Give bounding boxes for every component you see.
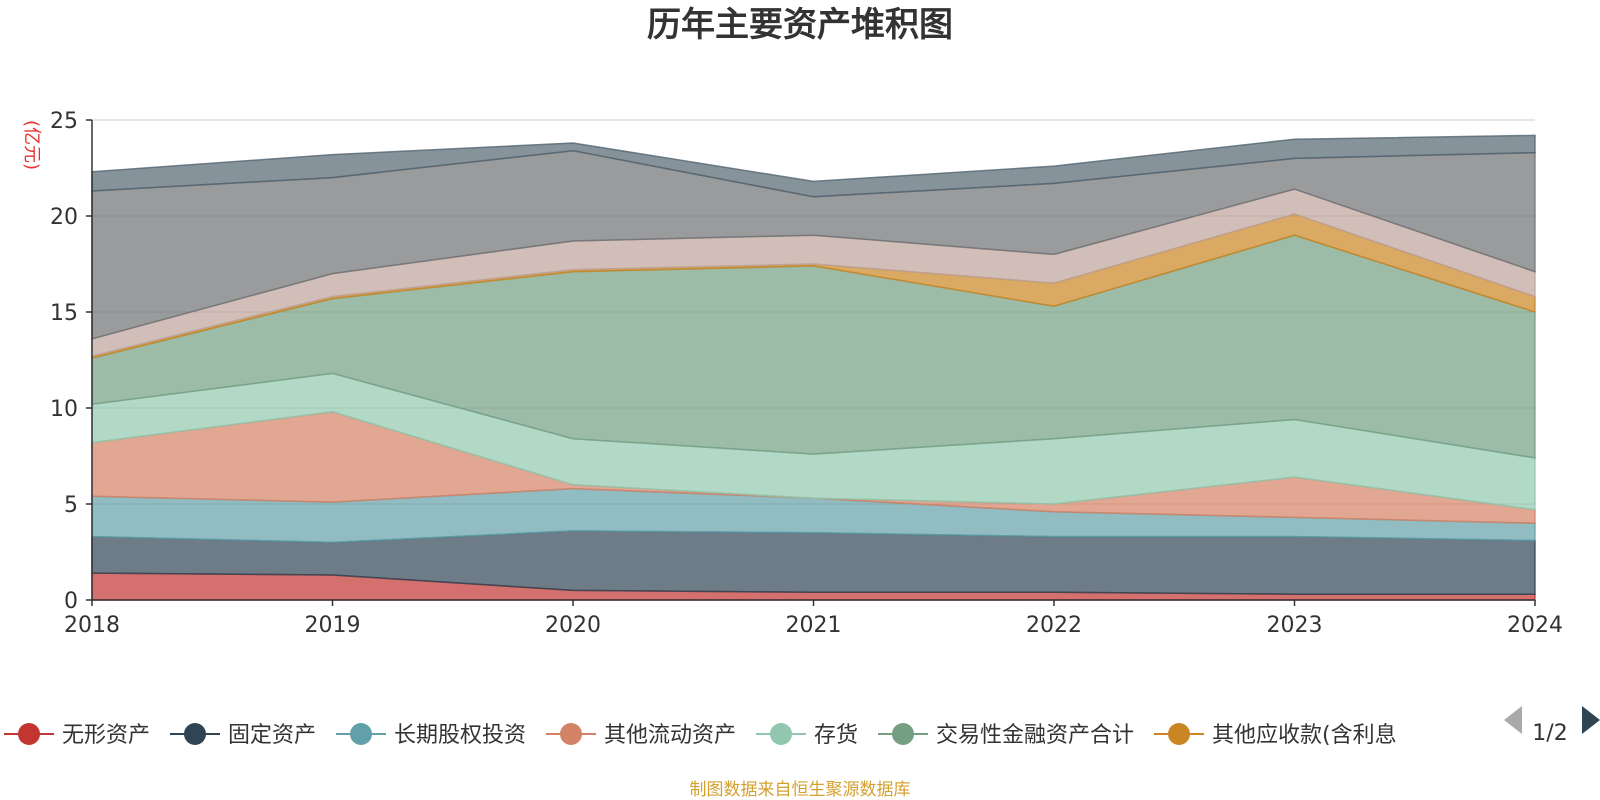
legend-label: 无形资产 — [62, 723, 150, 748]
x-tick-label: 2019 — [305, 613, 361, 638]
legend-marker-icon — [18, 723, 40, 745]
legend-marker-icon — [560, 723, 582, 745]
legend-marker-icon — [1168, 723, 1190, 745]
legend-item[interactable]: 其他流动资产 — [546, 723, 736, 748]
legend-marker-icon — [892, 723, 914, 745]
legend-marker-icon — [350, 723, 372, 745]
legend-item[interactable]: 长期股权投资 — [336, 723, 526, 748]
legend-item[interactable]: 存货 — [756, 723, 858, 748]
x-tick-label: 2020 — [545, 613, 601, 638]
legend-label: 交易性金融资产合计 — [936, 723, 1134, 748]
x-tick-label: 2024 — [1507, 613, 1563, 638]
legend-next-page-icon[interactable] — [1582, 706, 1600, 734]
y-tick-label: 20 — [50, 205, 78, 230]
legend-marker-icon — [770, 723, 792, 745]
legend-label: 存货 — [814, 723, 858, 748]
legend-item[interactable]: 固定资产 — [170, 723, 316, 748]
legend-label: 其他应收款(含利息 — [1212, 723, 1397, 748]
y-tick-label: 15 — [50, 301, 78, 326]
legend-marker-icon — [184, 723, 206, 745]
data-source-note: 制图数据来自恒生聚源数据库 — [690, 780, 911, 800]
legend-prev-page-icon[interactable] — [1504, 706, 1522, 734]
legend-label: 长期股权投资 — [394, 723, 526, 748]
y-tick-label: 25 — [50, 109, 78, 134]
y-tick-label: 0 — [64, 589, 78, 614]
chart-title: 历年主要资产堆积图 — [647, 5, 953, 45]
legend-item[interactable]: 无形资产 — [4, 723, 150, 748]
y-axis-unit: (亿元) — [21, 120, 42, 170]
legend: 无形资产 固定资产 长期股权投资 其他流动资产 存货 交易性金融资产合计 其他应收款(含利息 — [4, 723, 1397, 748]
x-tick-label: 2021 — [786, 613, 842, 638]
axes: 0 5 10 15 20 25 2018 2019 2020 2021 2022 2023 2024 — [50, 109, 1563, 638]
legend-item[interactable]: 其他应收款(含利息 — [1154, 723, 1397, 748]
y-tick-label: 5 — [64, 493, 78, 518]
legend-label: 固定资产 — [228, 723, 316, 748]
area-series-9 — [91, 134, 1536, 198]
legend-page-indicator: 1/2 — [1532, 721, 1567, 746]
x-tick-label: 2023 — [1267, 613, 1323, 638]
x-tick-label: 2018 — [64, 613, 120, 638]
area-series — [91, 134, 1536, 601]
x-tick-label: 2022 — [1026, 613, 1082, 638]
legend-label: 其他流动资产 — [604, 723, 736, 748]
legend-item[interactable]: 交易性金融资产合计 — [878, 723, 1134, 748]
y-tick-label: 10 — [50, 397, 78, 422]
legend-pager: 1/2 — [1504, 706, 1600, 746]
